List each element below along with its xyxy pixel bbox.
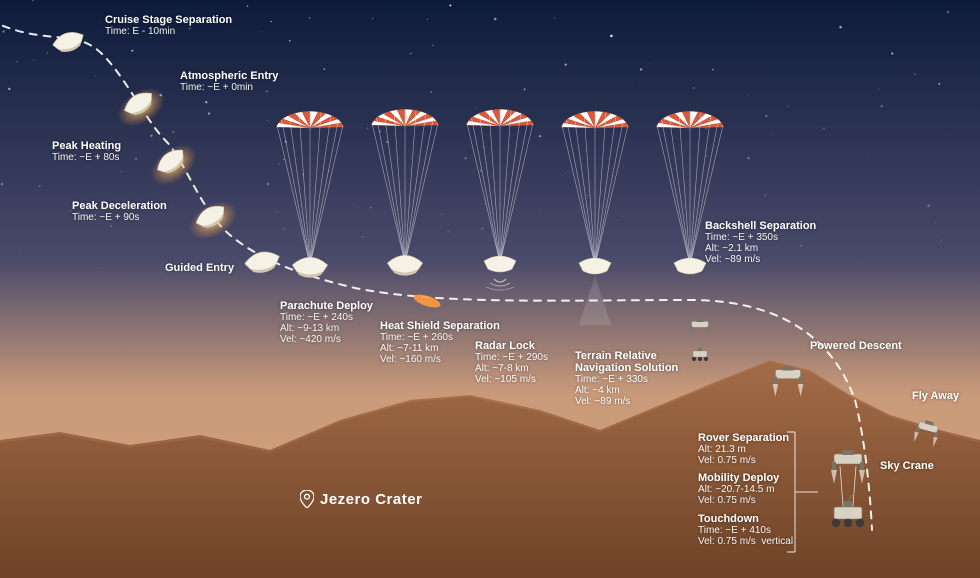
label-line: Alt: ~7-8 km <box>475 363 548 374</box>
label-title: Powered Descent <box>810 340 902 352</box>
label-line: Alt: ~20.7-14.5 m <box>698 484 779 495</box>
label-cruise-sep: Cruise Stage SeparationTime: E - 10min <box>105 14 232 37</box>
label-line: Vel: 0.75 m/s vertical <box>698 536 793 547</box>
label-line: Time: ~E + 290s <box>475 352 548 363</box>
label-title: Peak Deceleration <box>72 200 167 212</box>
label-title: Heat Shield Separation <box>380 320 500 332</box>
map-pin-icon <box>300 490 314 508</box>
label-line: Time: ~E + 0min <box>180 82 278 93</box>
label-line: Vel: ~89 m/s <box>705 254 816 265</box>
label-line: Vel: ~105 m/s <box>475 374 548 385</box>
label-title: Fly Away <box>912 390 959 402</box>
label-line: Vel: 0.75 m/s <box>698 495 779 506</box>
label-rover-sep: Rover SeparationAlt: 21.3 mVel: 0.75 m/s <box>698 432 789 466</box>
label-title: Peak Heating <box>52 140 121 152</box>
label-line: Time: E - 10min <box>105 26 232 37</box>
label-title: Atmospheric Entry <box>180 70 278 82</box>
label-title: Rover Separation <box>698 432 789 444</box>
label-line: Vel: 0.75 m/s <box>698 455 789 466</box>
label-line: Vel: ~89 m/s <box>575 396 678 407</box>
mars-edl-diagram <box>0 0 980 578</box>
label-line: Time: ~E + 350s <box>705 232 816 243</box>
label-atm-entry: Atmospheric EntryTime: ~E + 0min <box>180 70 278 93</box>
label-mobility: Mobility DeployAlt: ~20.7-14.5 mVel: 0.7… <box>698 472 779 506</box>
label-title: Radar Lock <box>475 340 548 352</box>
label-para-deploy: Parachute DeployTime: ~E + 240sAlt: ~9-1… <box>280 300 373 345</box>
label-trn: Terrain Relative Navigation SolutionTime… <box>575 350 678 407</box>
label-line: Alt: ~4 km <box>575 385 678 396</box>
label-skycrane-label: Sky Crane <box>880 460 934 472</box>
label-line: Time: ~E + 330s <box>575 374 678 385</box>
label-line: Time: ~E + 410s <box>698 525 793 536</box>
label-line: Time: ~E + 90s <box>72 212 167 223</box>
label-title: Guided Entry <box>165 262 234 274</box>
label-guided: Guided Entry <box>165 262 234 274</box>
crater-label: Jezero Crater <box>300 490 422 508</box>
label-peak-decel: Peak DecelerationTime: ~E + 90s <box>72 200 167 223</box>
label-title: Mobility Deploy <box>698 472 779 484</box>
label-line: Time: ~E + 80s <box>52 152 121 163</box>
label-title: Backshell Separation <box>705 220 816 232</box>
label-line: Alt: 21.3 m <box>698 444 789 455</box>
label-line: Alt: ~2.1 km <box>705 243 816 254</box>
label-line: Vel: ~420 m/s <box>280 334 373 345</box>
label-line: Alt: ~9-13 km <box>280 323 373 334</box>
label-radar: Radar LockTime: ~E + 290sAlt: ~7-8 kmVel… <box>475 340 548 385</box>
label-title: Sky Crane <box>880 460 934 472</box>
label-powered: Powered Descent <box>810 340 902 352</box>
label-flyaway: Fly Away <box>912 390 959 402</box>
label-peak-heat: Peak HeatingTime: ~E + 80s <box>52 140 121 163</box>
label-title: Touchdown <box>698 513 793 525</box>
label-line: Time: ~E + 240s <box>280 312 373 323</box>
label-title: Terrain Relative Navigation Solution <box>575 350 678 374</box>
label-back-sep: Backshell SeparationTime: ~E + 350sAlt: … <box>705 220 816 265</box>
label-title: Cruise Stage Separation <box>105 14 232 26</box>
label-title: Parachute Deploy <box>280 300 373 312</box>
label-touchdown: TouchdownTime: ~E + 410sVel: 0.75 m/s ve… <box>698 513 793 547</box>
crater-label-text: Jezero Crater <box>320 491 422 508</box>
